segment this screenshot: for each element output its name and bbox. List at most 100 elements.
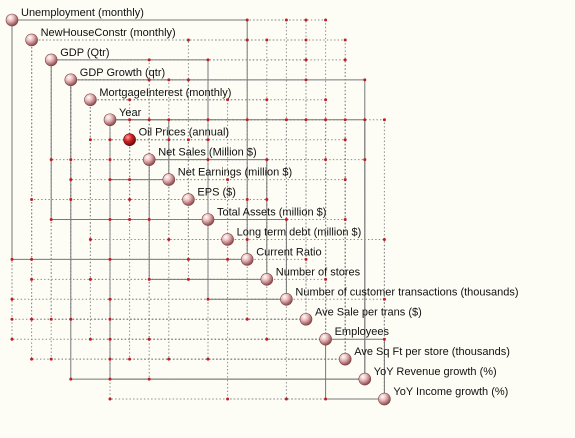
variable-node[interactable]: Employees: [319, 326, 390, 346]
node-sphere[interactable]: [240, 253, 254, 266]
variable-node[interactable]: GDP Growth (qtr): [64, 67, 165, 87]
variable-node[interactable]: Oil Prices (annual): [123, 127, 229, 146]
link-dot: [128, 178, 132, 182]
link-dot: [10, 297, 14, 301]
link-dot: [147, 277, 151, 281]
link-dot: [167, 237, 171, 241]
link-dot: [108, 218, 112, 221]
node-sphere[interactable]: [221, 233, 234, 246]
link-dot: [30, 357, 34, 361]
node-sphere[interactable]: [5, 13, 19, 27]
link-dot: [304, 38, 308, 42]
node-sphere[interactable]: [201, 213, 215, 226]
link-dot: [167, 78, 171, 82]
node-sphere[interactable]: [142, 153, 156, 166]
node-sphere[interactable]: [182, 193, 195, 206]
variable-node[interactable]: MortgageInterest (monthly): [84, 87, 231, 107]
node-sphere[interactable]: [64, 73, 78, 87]
variable-node[interactable]: Year: [103, 107, 142, 127]
node-sphere[interactable]: [84, 93, 97, 107]
link-dot: [147, 58, 151, 62]
variable-node[interactable]: Ave Sq Ft per store (thousands): [338, 346, 510, 366]
link-dot: [382, 337, 386, 341]
link-dot: [186, 277, 190, 281]
variable-node[interactable]: YoY Revenue growth (%): [358, 366, 497, 386]
node-sphere[interactable]: [25, 33, 38, 47]
link-dot: [304, 58, 308, 62]
node-sphere[interactable]: [44, 53, 58, 67]
link-dot: [88, 337, 92, 341]
link-dot: [128, 357, 132, 361]
link-dot: [324, 118, 328, 122]
node-sphere[interactable]: [103, 113, 117, 127]
link-dot: [108, 377, 112, 381]
link-dot: [49, 357, 53, 361]
link-dot: [284, 218, 288, 221]
node-sphere[interactable]: [299, 312, 313, 326]
link-dot: [324, 277, 328, 281]
node-label: Number of stores: [276, 266, 361, 278]
link-dot: [304, 118, 308, 122]
variable-node[interactable]: EPS ($): [182, 187, 236, 206]
link-dot: [284, 118, 288, 122]
link-dot: [88, 237, 92, 241]
node-sphere[interactable]: [162, 173, 176, 186]
node-label: Ave Sale per trans ($): [315, 306, 422, 318]
node-sphere[interactable]: [319, 332, 332, 346]
link-dot: [245, 118, 249, 122]
link-dot: [245, 38, 249, 42]
link-dot: [304, 18, 308, 22]
node-sphere[interactable]: [338, 352, 352, 366]
node-sphere[interactable]: [378, 392, 391, 406]
link-dot: [324, 18, 328, 22]
link-dot: [206, 118, 210, 122]
link-dot: [30, 198, 34, 202]
link-dot: [108, 158, 112, 162]
link-dot: [343, 178, 347, 182]
variable-node[interactable]: Ave Sale per trans ($): [299, 306, 422, 326]
link-dot: [186, 38, 190, 42]
node-label: Net Earnings (million $): [178, 167, 292, 179]
link-line: [148, 159, 366, 380]
variable-node[interactable]: NewHouseConstr (monthly): [25, 27, 176, 47]
link-dot: [147, 118, 151, 122]
connector-dots: [10, 18, 386, 401]
node-sphere[interactable]: [280, 292, 293, 306]
node-label: YoY Revenue growth (%): [374, 366, 497, 378]
variable-node[interactable]: Number of stores: [260, 266, 361, 286]
variable-node[interactable]: YoY Income growth (%): [378, 386, 508, 406]
node-label: Number of customer transactions (thousan…: [295, 286, 518, 298]
node-label: GDP (Qtr): [60, 47, 109, 59]
link-dot: [128, 218, 132, 221]
link-dot: [245, 18, 249, 22]
variable-node[interactable]: GDP (Qtr): [44, 47, 109, 67]
link-dot: [108, 178, 112, 182]
variable-node[interactable]: Net Sales (Million $): [142, 147, 257, 166]
node-sphere[interactable]: [358, 372, 372, 386]
link-dot: [324, 98, 328, 102]
variable-node[interactable]: Current Ratio: [240, 246, 322, 266]
variable-nodes: Unemployment (monthly) NewHouseConstr (mo…: [5, 7, 519, 406]
link-dot: [88, 138, 92, 142]
variable-node[interactable]: Net Earnings (million $): [162, 167, 292, 186]
link-dot: [363, 78, 367, 82]
link-dot: [10, 257, 14, 261]
node-label: Employees: [335, 326, 390, 338]
link-dot: [226, 257, 230, 261]
link-dot: [49, 158, 53, 162]
variable-node[interactable]: Total Assets (million $): [201, 207, 326, 226]
link-dot: [363, 118, 367, 122]
variable-node[interactable]: Number of customer transactions (thousan…: [280, 286, 519, 306]
node-sphere[interactable]: [260, 273, 274, 286]
variable-node[interactable]: Unemployment (monthly): [5, 7, 144, 27]
link-dot: [167, 138, 171, 142]
link-dot: [186, 78, 190, 82]
link-dot: [186, 138, 190, 142]
link-line: [129, 139, 346, 360]
variable-node[interactable]: Long term debt (million $): [221, 226, 362, 246]
highlighted-node-sphere[interactable]: [123, 133, 136, 146]
node-label: Long term debt (million $): [237, 226, 362, 238]
link-dot: [10, 337, 14, 341]
link-dot: [343, 118, 347, 122]
link-dot: [226, 397, 230, 401]
